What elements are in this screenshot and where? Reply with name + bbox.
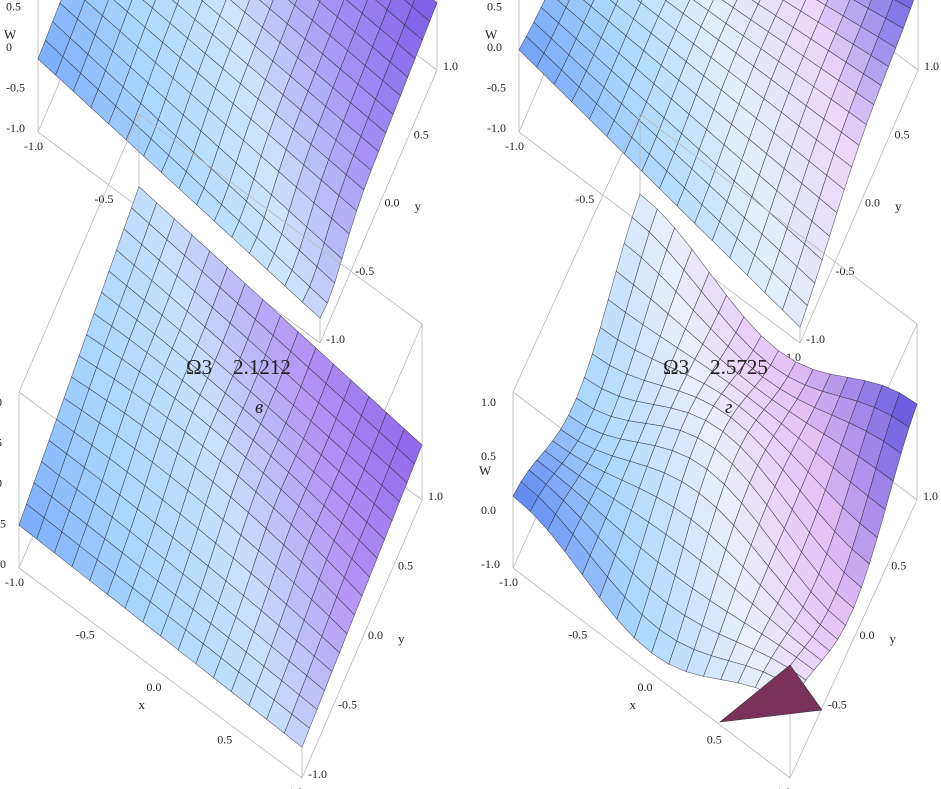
z-tick-label: -1.0 [6, 121, 25, 135]
y-axis-label: y [415, 199, 422, 214]
y-tick-label: 0.0 [860, 628, 875, 642]
z-tick-label: -0.5 [487, 81, 506, 95]
z-tick-label: -0.5 [6, 81, 25, 95]
axes: -1.0 -0.5 0.0 0.5 1.0 x -0.5 0.0 0.5 1.0 y -1.0 0.0 0… [479, 395, 938, 789]
surface-mesh [512, 193, 918, 723]
z-tick-label: -1.0 [0, 557, 6, 571]
z-axis-label: W [4, 27, 17, 42]
y-tick-label: 0.5 [398, 559, 413, 573]
box-edge-1 [799, 69, 919, 344]
y-tick-label: 1.0 [428, 489, 443, 503]
x-tick-label: -0.5 [575, 192, 594, 206]
z-tick-label: 0.5 [487, 0, 502, 14]
x-tick-label: -0.5 [76, 628, 95, 642]
box-edge-1 [319, 69, 438, 344]
surface-patch [782, 288, 808, 328]
box-edge-5 [18, 113, 140, 393]
y-tick-label: 1.0 [923, 489, 938, 503]
box-edge-10 [37, 0, 96, 133]
panel-label-left: в [255, 397, 264, 418]
y-tick-label: 0.0 [865, 196, 880, 210]
x-tick-label: -1.0 [24, 139, 43, 153]
z-tick-label: 0.5 [6, 0, 21, 14]
box-edge-1 [301, 499, 423, 779]
surface-mesh [18, 186, 423, 748]
x-tick-label: 1.0 [776, 785, 791, 789]
z-tick-label: 0 [6, 40, 12, 54]
x-tick-label: 0.0 [638, 680, 653, 694]
surface-plot-top-right: -1.0-0.50.00.51.0x-1.0-0.50.00.51.0y-1.0… [485, 0, 939, 364]
surface-plot-top-left: -1.0-0.50.00.51.0x-1.0-0.50.00.51.0y-1.0… [4, 0, 458, 364]
z-tick-label: -1.0 [487, 121, 506, 135]
box-edge-0 [18, 567, 303, 779]
x-tick-label: 0.5 [707, 733, 722, 747]
z-tick-label: 0.5 [0, 436, 2, 450]
axes: -1.0 -0.5 0.0 0.5 1.0 x -1.0 -0.5 0.0 0.5 1.0 y -1.0… [0, 395, 443, 789]
x-tick-label: -1.0 [505, 139, 524, 153]
y-tick-label: -0.5 [828, 698, 847, 712]
box-edge-6 [138, 113, 423, 325]
surface-mesh [518, 0, 914, 328]
y-tick-label: 0.5 [895, 127, 910, 141]
y-axis-label: y [890, 631, 897, 646]
y-tick-label: -1.0 [326, 332, 345, 346]
x-axis-label: x [139, 697, 146, 712]
x-tick-label: -0.5 [95, 192, 114, 206]
y-tick-label: -1.0 [806, 332, 825, 346]
caption-omega-left: Ω3 2.1212 [186, 355, 291, 379]
y-tick-label: -1.0 [308, 767, 327, 781]
surface-mesh [37, 0, 438, 319]
box-edge-0 [512, 567, 791, 779]
z-tick-label: 1.0 [0, 395, 2, 409]
x-tick-label: 0.0 [147, 680, 162, 694]
z-tick-label: -1.0 [481, 557, 500, 571]
y-tick-label: -0.5 [836, 264, 855, 278]
z-tick-label: -0.5 [0, 517, 6, 531]
caption-omega-right: Ω3 2.5725 [663, 355, 768, 379]
z-axis-label: W [479, 463, 492, 478]
panel-label-right: г [725, 397, 733, 418]
x-tick-label: -1.0 [499, 575, 518, 589]
surface-patch [609, 0, 619, 6]
y-tick-label: 1.0 [443, 59, 458, 73]
x-tick-label: 1.0 [288, 785, 303, 789]
y-tick-label: 0.5 [414, 127, 429, 141]
z-tick-label: 0.0 [481, 503, 496, 517]
surface-plot-bottom-left: -1.0 -0.5 0.0 0.5 1.0 x -1.0 -0.5 0.0 0.5 1.0 y -1.0… [0, 113, 443, 789]
y-tick-label: 0.5 [891, 559, 906, 573]
y-tick-label: 0.0 [368, 628, 383, 642]
y-axis-label: y [895, 199, 902, 214]
surface-patch [283, 713, 310, 748]
surface-plot-bottom-right: -1.0 -0.5 0.0 0.5 1.0 x -0.5 0.0 0.5 1.0 y -1.0 0.0 0… [479, 113, 938, 789]
y-tick-label: -0.5 [338, 698, 357, 712]
y-axis-label: y [398, 631, 405, 646]
z-tick-label: 0.5 [481, 449, 496, 463]
x-tick-label: -1.0 [5, 575, 24, 589]
box-edge-5 [512, 113, 641, 393]
y-tick-label: 0.0 [385, 196, 400, 210]
z-tick-label: 0.0 [0, 476, 2, 490]
box-edge-6 [639, 113, 918, 325]
box-edge-1 [789, 499, 918, 779]
surface-patch [302, 286, 328, 319]
z-tick-label: 1.0 [481, 395, 496, 409]
x-axis-label: x [630, 697, 637, 712]
clipped-corner-patch [719, 664, 823, 723]
x-tick-label: -0.5 [568, 628, 587, 642]
y-tick-label: -0.5 [355, 264, 374, 278]
z-axis-label: W [485, 27, 498, 42]
z-tick-label: 0.0 [487, 40, 502, 54]
x-tick-label: 0.5 [217, 733, 232, 747]
y-tick-label: 1.0 [924, 59, 939, 73]
box-edge-10 [518, 0, 577, 133]
